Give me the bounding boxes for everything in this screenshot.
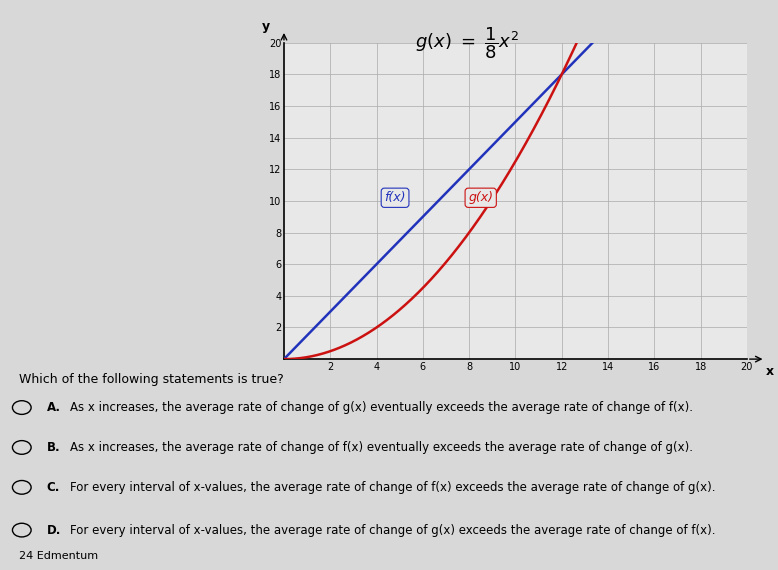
Text: B.: B. xyxy=(47,441,61,454)
Text: D.: D. xyxy=(47,524,61,536)
Text: 24 Edmentum: 24 Edmentum xyxy=(19,551,99,561)
Text: x: x xyxy=(766,365,774,378)
Text: As x increases, the average rate of change of f(x) eventually exceeds the averag: As x increases, the average rate of chan… xyxy=(70,441,693,454)
Text: For every interval of x-values, the average rate of change of g(x) exceeds the a: For every interval of x-values, the aver… xyxy=(70,524,716,536)
Text: Which of the following statements is true?: Which of the following statements is tru… xyxy=(19,373,284,386)
Text: As x increases, the average rate of change of g(x) eventually exceeds the averag: As x increases, the average rate of chan… xyxy=(70,401,693,414)
Text: C.: C. xyxy=(47,481,60,494)
Text: g(x): g(x) xyxy=(468,192,493,204)
Text: A.: A. xyxy=(47,401,61,414)
Text: f(x): f(x) xyxy=(384,192,406,204)
Text: $g(x)\ =\ \dfrac{1}{8}x^2$: $g(x)\ =\ \dfrac{1}{8}x^2$ xyxy=(415,26,519,62)
Text: For every interval of x-values, the average rate of change of f(x) exceeds the a: For every interval of x-values, the aver… xyxy=(70,481,716,494)
Text: y: y xyxy=(261,21,269,34)
